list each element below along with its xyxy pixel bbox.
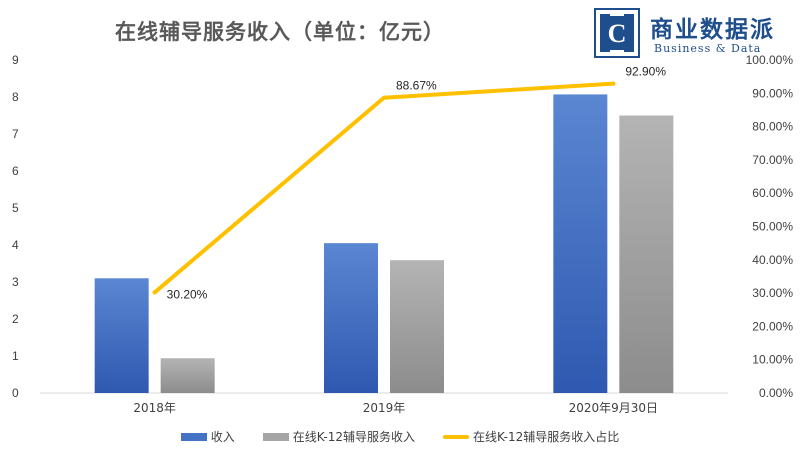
y-right-tick-label: 90.00% xyxy=(752,86,793,100)
y-left-tick-label: 4 xyxy=(12,238,19,252)
share-data-label: 88.67% xyxy=(396,79,437,93)
x-category-label: 2020年9月30日 xyxy=(569,401,658,415)
share-data-label: 92.90% xyxy=(625,65,666,79)
chart-title: 在线辅导服务收入（单位：亿元） xyxy=(115,20,445,44)
legend-item-revenue[interactable]: 收入 xyxy=(180,428,235,445)
y-right-tick-label: 100.00% xyxy=(746,53,794,67)
y-right-tick-label: 10.00% xyxy=(752,353,793,367)
y-left-tick-label: 0 xyxy=(12,386,19,400)
x-category-label: 2018年 xyxy=(133,401,176,415)
legend-swatch-share xyxy=(443,434,469,439)
k12-revenue-bar xyxy=(160,358,215,393)
y-right-tick-label: 50.00% xyxy=(752,220,793,234)
legend-swatch-revenue xyxy=(180,432,207,441)
k12-revenue-bar xyxy=(619,115,674,393)
legend-swatch-k12 xyxy=(262,432,289,441)
revenue-bar xyxy=(94,278,149,393)
share-point xyxy=(382,95,386,100)
x-category-label: 2019年 xyxy=(363,401,406,415)
y-right-tick-label: 40.00% xyxy=(752,253,793,267)
logo-tagline: Business & Data xyxy=(654,42,762,55)
share-data-label: 30.20% xyxy=(167,287,208,301)
logo-name: 商业数据派 xyxy=(650,17,775,43)
revenue-bar xyxy=(553,94,608,393)
y-right-tick-label: 20.00% xyxy=(752,319,793,333)
y-right-tick-label: 60.00% xyxy=(752,186,793,200)
y-left-tick-label: 6 xyxy=(12,164,19,178)
y-left-tick-label: 5 xyxy=(12,201,19,215)
chart-legend: 收入 在线K-12辅导服务收入 在线K-12辅导服务收入占比 xyxy=(0,428,800,445)
y-right-tick-label: 80.00% xyxy=(752,120,793,134)
y-left-tick-label: 8 xyxy=(12,90,19,104)
y-left-tick-label: 7 xyxy=(12,127,19,141)
y-left-tick-label: 2 xyxy=(12,312,19,326)
legend-label-k12: 在线K-12辅导服务收入 xyxy=(292,430,415,444)
y-right-tick-label: 0.00% xyxy=(759,386,793,400)
y-left-tick-label: 1 xyxy=(12,349,19,363)
share-line xyxy=(152,81,616,295)
logo-emblem-icon: C xyxy=(594,8,640,58)
y-right-tick-label: 70.00% xyxy=(752,153,793,167)
legend-label-share: 在线K-12辅导服务收入占比 xyxy=(473,430,620,444)
y-left-tick-label: 3 xyxy=(12,275,19,289)
share-point xyxy=(152,290,157,295)
revenue-bar xyxy=(324,243,378,393)
legend-label-revenue: 收入 xyxy=(210,430,235,444)
y-left-tick-label: 9 xyxy=(12,53,19,67)
legend-item-share[interactable]: 在线K-12辅导服务收入占比 xyxy=(443,428,619,445)
y-right-tick-label: 30.00% xyxy=(752,286,793,300)
k12-revenue-bar xyxy=(390,260,444,393)
share-point xyxy=(611,81,616,86)
brand-logo: C 商业数据派 Business & Data xyxy=(592,6,797,60)
logo-letter: C xyxy=(608,19,627,48)
legend-item-k12[interactable]: 在线K-12辅导服务收入 xyxy=(262,428,415,445)
